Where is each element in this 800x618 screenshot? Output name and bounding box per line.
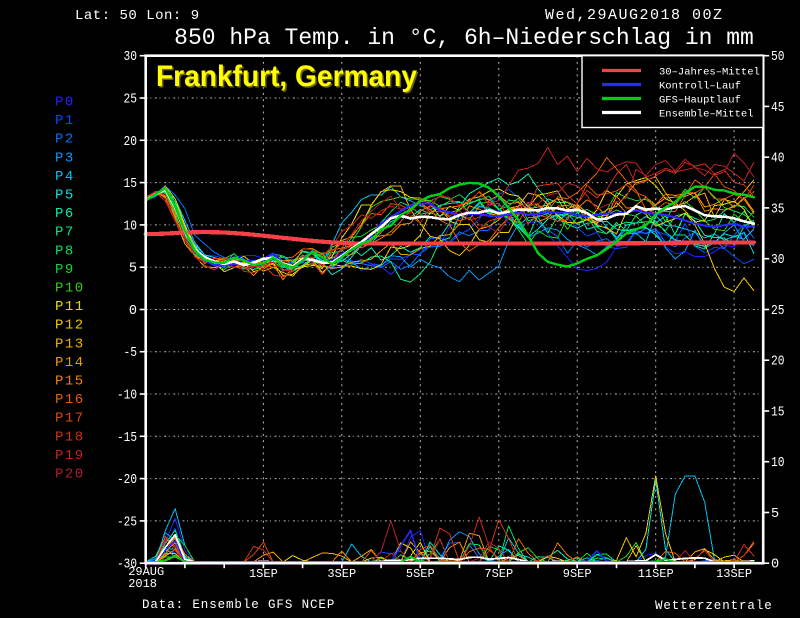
svg-text:0: 0 [771, 558, 779, 573]
svg-text:5: 5 [129, 262, 137, 277]
svg-text:30–Jahres–Mittel: 30–Jahres–Mittel [659, 67, 760, 79]
svg-text:45: 45 [771, 101, 785, 116]
svg-text:0: 0 [129, 304, 137, 319]
svg-text:15: 15 [771, 406, 785, 421]
svg-text:35: 35 [771, 202, 785, 217]
svg-text:P18: P18 [55, 429, 85, 445]
svg-text:P11: P11 [55, 299, 85, 315]
svg-text:Data: Ensemble GFS NCEP: Data: Ensemble GFS NCEP [142, 598, 335, 612]
svg-text:P1: P1 [55, 113, 75, 129]
svg-text:P12: P12 [55, 318, 85, 334]
svg-text:5: 5 [771, 507, 779, 522]
svg-text:P3: P3 [55, 150, 75, 166]
svg-text:P8: P8 [55, 243, 75, 259]
svg-text:15: 15 [124, 177, 138, 192]
svg-text:P0: P0 [55, 95, 75, 111]
svg-text:Lat: 50 Lon: 9: Lat: 50 Lon: 9 [75, 8, 200, 24]
svg-text:5SEP: 5SEP [406, 567, 435, 581]
svg-text:9SEP: 9SEP [563, 567, 592, 581]
svg-text:11SEP: 11SEP [638, 567, 674, 581]
svg-text:30: 30 [124, 50, 138, 65]
svg-text:3SEP: 3SEP [327, 567, 356, 581]
svg-text:Wed,29AUG2018 00Z: Wed,29AUG2018 00Z [545, 7, 724, 24]
svg-text:P6: P6 [55, 206, 75, 222]
svg-text:-5: -5 [124, 346, 138, 361]
svg-text:P20: P20 [55, 467, 85, 483]
svg-text:1SEP: 1SEP [249, 567, 278, 581]
svg-text:Frankfurt, Germany: Frankfurt, Germany [158, 62, 419, 95]
svg-text:-25: -25 [117, 515, 137, 530]
svg-text:P19: P19 [55, 448, 85, 464]
svg-text:20: 20 [771, 355, 785, 370]
svg-text:7SEP: 7SEP [484, 567, 513, 581]
svg-text:Ensemble–Mittel: Ensemble–Mittel [659, 109, 754, 121]
svg-text:850 hPa Temp. in °C, 6h–Nieder: 850 hPa Temp. in °C, 6h–Niederschlag in … [174, 25, 754, 51]
svg-text:P9: P9 [55, 262, 75, 278]
svg-text:25: 25 [771, 304, 785, 319]
svg-text:P17: P17 [55, 411, 85, 427]
svg-text:13SEP: 13SEP [716, 567, 752, 581]
svg-text:P16: P16 [55, 392, 85, 408]
svg-text:29AUG: 29AUG [128, 565, 164, 579]
svg-text:-30: -30 [117, 558, 137, 573]
svg-text:P4: P4 [55, 169, 75, 185]
svg-text:P15: P15 [55, 374, 85, 390]
svg-text:P7: P7 [55, 225, 75, 241]
svg-text:Wetterzentrale: Wetterzentrale [655, 599, 773, 613]
svg-text:P2: P2 [55, 132, 75, 148]
svg-text:P10: P10 [55, 281, 85, 297]
svg-text:2018: 2018 [128, 577, 157, 591]
svg-text:10: 10 [771, 456, 785, 471]
svg-text:-15: -15 [117, 431, 137, 446]
svg-text:40: 40 [771, 152, 785, 167]
svg-text:25: 25 [124, 93, 138, 108]
svg-text:Frankfurt, Germany: Frankfurt, Germany [156, 60, 417, 93]
svg-text:-10: -10 [117, 389, 137, 404]
svg-text:Kontroll–Lauf: Kontroll–Lauf [659, 81, 741, 93]
svg-text:-20: -20 [117, 473, 137, 488]
svg-text:P14: P14 [55, 355, 85, 371]
svg-text:GFS–Hauptlauf: GFS–Hauptlauf [659, 95, 741, 107]
svg-text:30: 30 [771, 253, 785, 268]
svg-text:20: 20 [124, 135, 138, 150]
svg-text:P13: P13 [55, 336, 85, 352]
svg-text:10: 10 [124, 219, 138, 234]
svg-text:50: 50 [771, 50, 785, 65]
svg-text:P5: P5 [55, 188, 75, 204]
